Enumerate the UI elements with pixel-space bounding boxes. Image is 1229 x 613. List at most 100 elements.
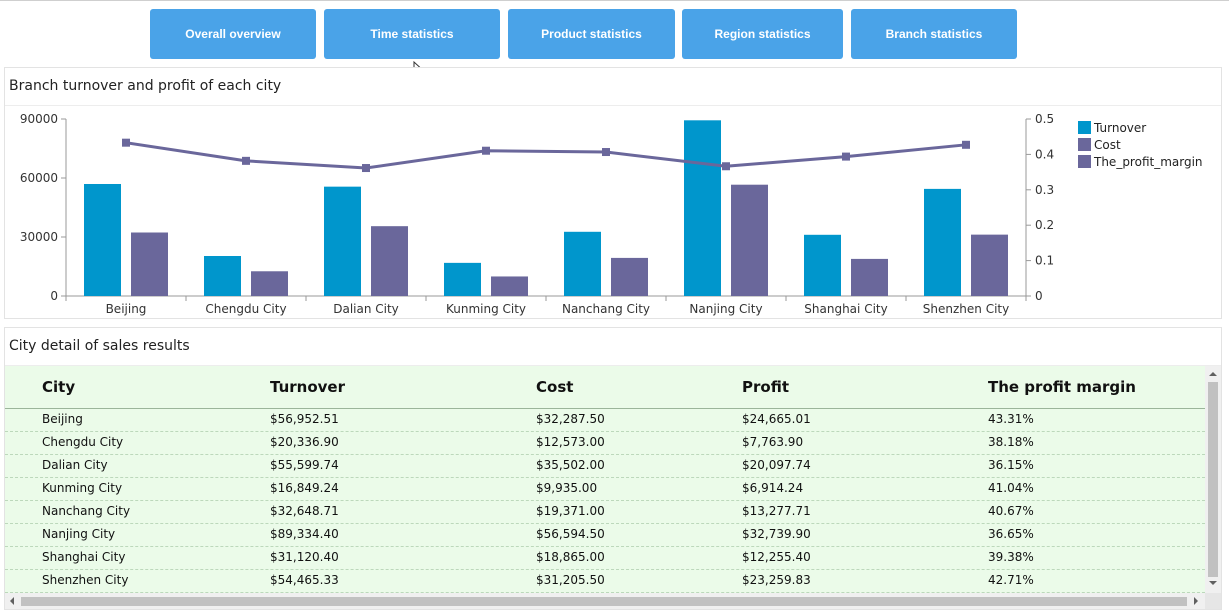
table-cell: 41.04% — [988, 481, 1034, 495]
table-cell: 40.67% — [988, 504, 1034, 518]
bar-turnover-0 — [924, 188, 961, 296]
table-cell: $23,259.83 — [742, 573, 811, 587]
table-cell: $7,763.90 — [742, 435, 804, 449]
bar-cost-1 — [971, 234, 1008, 296]
bar-cost-1 — [131, 232, 168, 296]
scroll-down-arrow-icon[interactable] — [1209, 581, 1217, 585]
horizontal-scroll-thumb[interactable] — [21, 597, 1187, 606]
table-cell: $32,739.90 — [742, 527, 811, 541]
nav-button-branch-statistics[interactable]: Branch statistics — [851, 9, 1017, 59]
table-row: Nanjing City $89,334.40 $56,594.50 $32,739.… — [5, 523, 1205, 547]
y-right-tick-label: 0.3 — [1035, 183, 1054, 197]
table-cell: $12,255.40 — [742, 550, 811, 564]
table-cell: $18,865.00 — [536, 550, 605, 564]
scroll-up-arrow-icon[interactable] — [1209, 372, 1217, 376]
x-category-label: Beijing — [106, 302, 147, 316]
nav-button-region-statistics[interactable]: Region statistics — [682, 9, 843, 59]
y-right-tick-label: 0.5 — [1035, 112, 1054, 126]
y-right-tick-label: 0.4 — [1035, 147, 1054, 161]
table-panel: City detail of sales results City Turnove… — [4, 327, 1222, 610]
detail-table: City Turnover Cost Profit The profit margin … — [5, 366, 1221, 609]
table-cell: 38.18% — [988, 435, 1034, 449]
scroll-right-arrow-icon[interactable] — [1194, 597, 1198, 605]
table-cell: $56,594.50 — [536, 527, 605, 541]
table-cell: $20,336.90 — [270, 435, 339, 449]
bar-turnover-0 — [444, 262, 481, 296]
table-row: Shanghai City $31,120.40 $18,865.00 $12,255… — [5, 546, 1205, 570]
table-cell: $31,120.40 — [270, 550, 339, 564]
table-cell: $9,935.00 — [536, 481, 598, 495]
table-row: Kunming City $16,849.24 $9,935.00 $6,914.24… — [5, 477, 1205, 501]
table-cell: $12,573.00 — [536, 435, 605, 449]
top-nav: Overall overview Time statistics Product… — [0, 9, 1229, 59]
bar-turnover-0 — [84, 183, 121, 296]
table-cell: Shanghai City — [42, 550, 126, 564]
legend-item[interactable]: The_profit_margin — [1078, 153, 1203, 170]
nav-button-time-statistics[interactable]: Time statistics — [324, 9, 500, 59]
table-cell: 36.65% — [988, 527, 1034, 541]
legend-item[interactable]: Cost — [1078, 136, 1203, 153]
table-cell: $54,465.33 — [270, 573, 339, 587]
bar-cost-1 — [731, 184, 768, 296]
table-cell: $6,914.24 — [742, 481, 804, 495]
table-panel-title: City detail of sales results — [5, 328, 1221, 366]
table-cell: Shenzhen City — [42, 573, 129, 587]
scroll-left-arrow-icon[interactable] — [10, 597, 14, 605]
line-point-profit-margin — [842, 152, 850, 161]
horizontal-scrollbar[interactable] — [5, 593, 1205, 609]
vertical-scroll-thumb[interactable] — [1208, 382, 1218, 577]
table-row: Nanchang City $32,648.71 $19,371.00 $13,277… — [5, 500, 1205, 524]
table-cell: $13,277.71 — [742, 504, 811, 518]
line-point-profit-margin — [362, 164, 370, 173]
legend-swatch — [1078, 121, 1091, 134]
bar-turnover-0 — [804, 234, 841, 296]
legend-label: The_profit_margin — [1094, 154, 1203, 169]
column-header: Turnover — [270, 378, 345, 396]
y-right-tick-label: 0.2 — [1035, 218, 1054, 232]
line-point-profit-margin — [722, 162, 730, 171]
table-row: Beijing $56,952.51 $32,287.50 $24,665.01 43.… — [5, 408, 1205, 432]
x-category-label: Dalian City — [333, 302, 399, 316]
table-cell: $20,097.74 — [742, 458, 811, 472]
y-left-tick-label: 0 — [50, 289, 58, 303]
bar-cost-1 — [851, 258, 888, 296]
table-cell: Chengdu City — [42, 435, 124, 449]
legend-item[interactable]: Turnover — [1078, 119, 1203, 136]
table-cell: $16,849.24 — [270, 481, 339, 495]
y-left-tick-label: 90000 — [20, 112, 58, 126]
line-point-profit-margin — [602, 148, 610, 157]
legend-label: Turnover — [1094, 120, 1147, 135]
table-cell: 39.38% — [988, 550, 1034, 564]
x-category-label: Nanjing City — [689, 302, 762, 316]
table-cell: Kunming City — [42, 481, 123, 495]
table-cell: $89,334.40 — [270, 527, 339, 541]
legend-swatch — [1078, 155, 1091, 168]
vertical-scrollbar[interactable] — [1205, 366, 1221, 593]
table-cell: $32,648.71 — [270, 504, 339, 518]
line-point-profit-margin — [122, 138, 130, 147]
table-cell: $19,371.00 — [536, 504, 605, 518]
x-category-label: Shanghai City — [804, 302, 887, 316]
x-category-label: Shenzhen City — [923, 302, 1009, 316]
table-cell: Nanjing City — [42, 527, 116, 541]
column-header: City — [42, 378, 76, 396]
bar-turnover-0 — [204, 256, 241, 296]
table-row: Shenzhen City $54,465.33 $31,205.50 $23,259… — [5, 569, 1205, 593]
table-cell: $55,599.74 — [270, 458, 339, 472]
line-profit-margin — [125, 141, 967, 170]
legend-label: Cost — [1094, 137, 1121, 152]
column-header: Cost — [536, 378, 574, 396]
y-left-tick-label: 60000 — [20, 171, 58, 185]
table-cell: $56,952.51 — [270, 412, 339, 426]
table-row: Chengdu City $20,336.90 $12,573.00 $7,763.9… — [5, 431, 1205, 455]
nav-button-overall-overview[interactable]: Overall overview — [150, 9, 316, 59]
x-category-label: Kunming City — [446, 302, 526, 316]
y-left-tick-label: 30000 — [20, 230, 58, 244]
y-right-tick-label: 0 — [1035, 289, 1043, 303]
line-point-profit-margin — [242, 156, 250, 165]
table-cell: $24,665.01 — [742, 412, 811, 426]
nav-button-product-statistics[interactable]: Product statistics — [508, 9, 675, 59]
table-cell: 36.15% — [988, 458, 1034, 472]
table-cell: Nanchang City — [42, 504, 131, 518]
table-header: City Turnover Cost Profit The profit margin — [5, 366, 1205, 409]
